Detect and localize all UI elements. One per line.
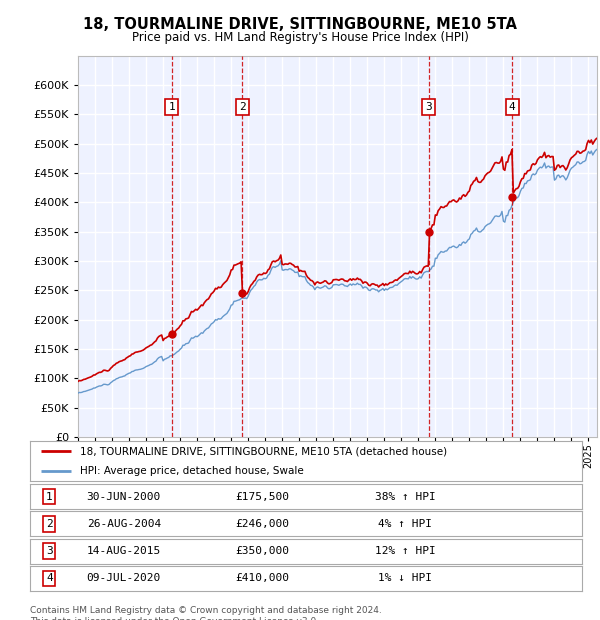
Text: 4: 4 — [46, 574, 53, 583]
Text: 18, TOURMALINE DRIVE, SITTINGBOURNE, ME10 5TA: 18, TOURMALINE DRIVE, SITTINGBOURNE, ME1… — [83, 17, 517, 32]
Text: 4: 4 — [509, 102, 515, 112]
Text: £350,000: £350,000 — [235, 546, 289, 556]
Text: 1% ↓ HPI: 1% ↓ HPI — [379, 574, 433, 583]
Text: 18, TOURMALINE DRIVE, SITTINGBOURNE, ME10 5TA (detached house): 18, TOURMALINE DRIVE, SITTINGBOURNE, ME1… — [80, 446, 447, 456]
Text: 3: 3 — [46, 546, 53, 556]
Text: 14-AUG-2015: 14-AUG-2015 — [87, 546, 161, 556]
Text: 3: 3 — [425, 102, 432, 112]
Text: £246,000: £246,000 — [235, 519, 289, 529]
Text: 30-JUN-2000: 30-JUN-2000 — [87, 492, 161, 502]
Text: 1: 1 — [46, 492, 53, 502]
Text: HPI: Average price, detached house, Swale: HPI: Average price, detached house, Swal… — [80, 466, 304, 476]
Text: Price paid vs. HM Land Registry's House Price Index (HPI): Price paid vs. HM Land Registry's House … — [131, 31, 469, 44]
Text: 38% ↑ HPI: 38% ↑ HPI — [375, 492, 436, 502]
Text: 09-JUL-2020: 09-JUL-2020 — [87, 574, 161, 583]
Text: 2: 2 — [46, 519, 53, 529]
Text: Contains HM Land Registry data © Crown copyright and database right 2024.
This d: Contains HM Land Registry data © Crown c… — [30, 606, 382, 620]
Text: 2: 2 — [239, 102, 245, 112]
Text: £410,000: £410,000 — [235, 574, 289, 583]
Text: 26-AUG-2004: 26-AUG-2004 — [87, 519, 161, 529]
Text: 12% ↑ HPI: 12% ↑ HPI — [375, 546, 436, 556]
Text: £175,500: £175,500 — [235, 492, 289, 502]
Text: 4% ↑ HPI: 4% ↑ HPI — [379, 519, 433, 529]
Text: 1: 1 — [168, 102, 175, 112]
